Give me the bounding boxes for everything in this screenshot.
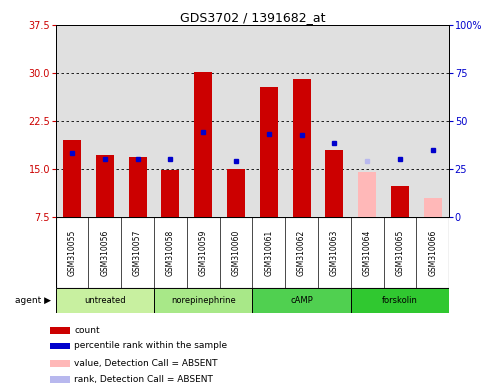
- Bar: [227, 169, 245, 217]
- Bar: [50, 360, 70, 367]
- Title: GDS3702 / 1391682_at: GDS3702 / 1391682_at: [180, 11, 325, 24]
- Bar: [351, 288, 449, 313]
- Text: GSM310062: GSM310062: [297, 229, 306, 276]
- Text: rank, Detection Call = ABSENT: rank, Detection Call = ABSENT: [74, 375, 213, 384]
- Bar: [96, 155, 114, 217]
- Bar: [154, 288, 252, 313]
- Bar: [128, 157, 146, 217]
- Text: GSM310057: GSM310057: [133, 229, 142, 276]
- Bar: [63, 140, 81, 217]
- Text: GSM310065: GSM310065: [396, 229, 404, 276]
- Bar: [56, 288, 154, 313]
- Bar: [161, 170, 179, 217]
- Text: GSM310058: GSM310058: [166, 229, 175, 276]
- Bar: [358, 172, 376, 217]
- Text: GSM310064: GSM310064: [363, 229, 372, 276]
- Text: GSM310066: GSM310066: [428, 229, 437, 276]
- Text: percentile rank within the sample: percentile rank within the sample: [74, 341, 227, 351]
- Bar: [293, 79, 311, 217]
- Text: GSM310055: GSM310055: [68, 229, 76, 276]
- Text: agent ▶: agent ▶: [14, 296, 51, 305]
- Text: count: count: [74, 326, 100, 334]
- Text: forskolin: forskolin: [382, 296, 418, 305]
- Bar: [326, 150, 343, 217]
- Text: GSM310059: GSM310059: [199, 229, 208, 276]
- Text: GSM310060: GSM310060: [231, 229, 241, 276]
- Bar: [194, 72, 212, 217]
- Bar: [50, 327, 70, 334]
- Bar: [50, 343, 70, 349]
- Bar: [391, 186, 409, 217]
- Text: norepinephrine: norepinephrine: [171, 296, 236, 305]
- Text: untreated: untreated: [84, 296, 126, 305]
- Text: cAMP: cAMP: [290, 296, 313, 305]
- Bar: [252, 288, 351, 313]
- Bar: [260, 87, 278, 217]
- Bar: [50, 376, 70, 383]
- Text: value, Detection Call = ABSENT: value, Detection Call = ABSENT: [74, 359, 218, 368]
- Text: GSM310063: GSM310063: [330, 229, 339, 276]
- Text: GSM310061: GSM310061: [264, 229, 273, 276]
- Bar: [424, 198, 442, 217]
- Text: GSM310056: GSM310056: [100, 229, 109, 276]
